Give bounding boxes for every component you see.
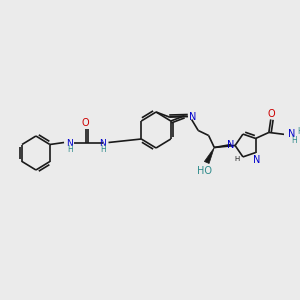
Text: H: H <box>292 136 297 145</box>
Text: N: N <box>99 139 106 148</box>
Text: H: H <box>67 145 73 154</box>
Text: N: N <box>227 140 234 151</box>
Text: H: H <box>100 145 106 154</box>
Text: H: H <box>235 156 240 162</box>
Text: N: N <box>253 154 260 165</box>
Text: H: H <box>297 127 300 136</box>
Text: O: O <box>82 118 90 128</box>
Text: N: N <box>66 139 73 148</box>
Text: HO: HO <box>197 166 212 176</box>
Text: N: N <box>288 129 295 140</box>
Text: O: O <box>268 110 275 119</box>
Polygon shape <box>204 148 214 164</box>
Text: N: N <box>189 112 196 122</box>
